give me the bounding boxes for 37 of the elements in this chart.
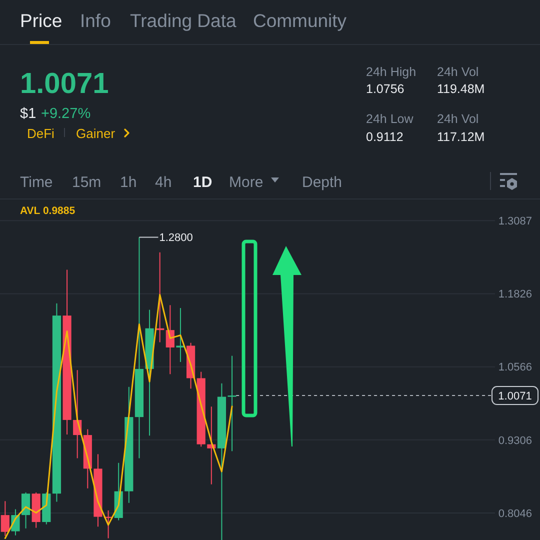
text: 0.9112: [366, 130, 404, 144]
line-series: [4, 294, 233, 540]
text: DeFi: [27, 126, 55, 141]
text: 4h: [155, 174, 172, 191]
text: 117.12M: [437, 130, 485, 144]
y-tick-label: 0.9306: [498, 434, 532, 447]
text: 1h: [120, 174, 137, 191]
y-tick-label: 0.8046: [498, 508, 532, 520]
text: 24h Vol: [437, 65, 479, 79]
y-tick-label: 1.0071: [498, 390, 532, 402]
candlestick: [0, 500, 10, 536]
text: 24h Low: [366, 112, 414, 126]
text: 24h High: [366, 65, 416, 79]
text: AVL 0.9885: [20, 205, 76, 217]
text: Info: [80, 10, 111, 31]
text: 15m: [72, 174, 102, 191]
text: Depth: [302, 174, 342, 191]
annotation: 1.2800: [159, 232, 193, 244]
text: Trading Data: [130, 10, 237, 31]
text: Community: [253, 10, 348, 31]
text: 119.48M: [437, 82, 485, 96]
text: More: [229, 174, 264, 191]
y-tick-label: 1.0566: [498, 362, 532, 374]
y-tick-label: 1.1826: [498, 288, 532, 301]
text: 24h Vol: [437, 112, 479, 126]
y-tick-label: 1.3087: [498, 215, 532, 228]
text: Gainer: [76, 126, 116, 141]
text: 1.0071: [20, 68, 109, 100]
candlestick: [21, 492, 30, 529]
text: Time: [20, 174, 53, 191]
text: 1.0756: [366, 82, 404, 96]
text: +9.27%: [41, 106, 91, 122]
text: $1: [20, 106, 36, 122]
candlestick: [228, 355, 236, 452]
text: 1D: [193, 174, 212, 191]
candlestick: [176, 308, 185, 362]
text: Price: [20, 10, 62, 31]
